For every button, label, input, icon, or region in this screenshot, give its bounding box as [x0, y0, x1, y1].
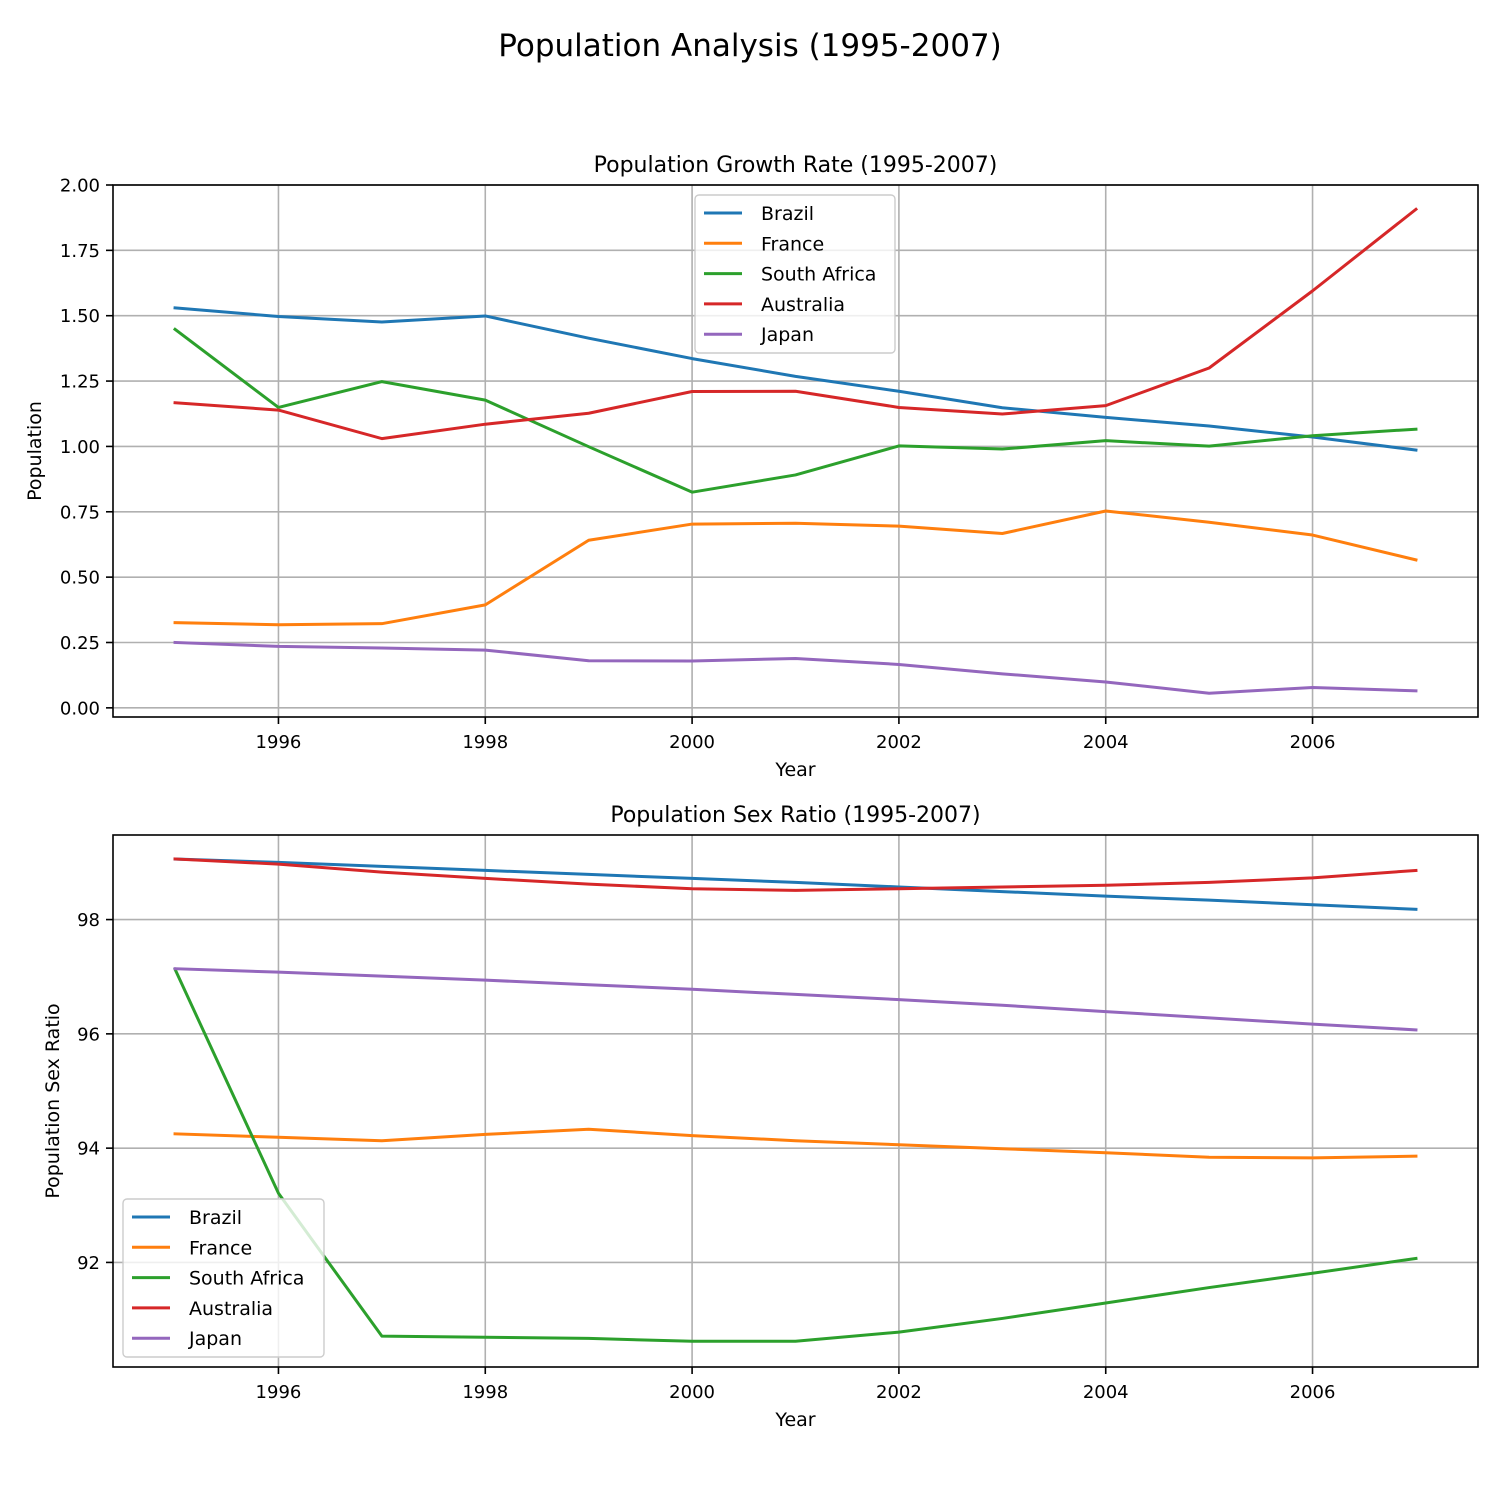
legend-label: France — [761, 233, 824, 255]
x-tick-label: 1998 — [462, 732, 508, 753]
legend-label: Australia — [761, 294, 845, 316]
x-tick-label: 2006 — [1290, 1382, 1336, 1403]
figure-title: Population Analysis (1995-2007) — [498, 28, 1001, 64]
legend-label: South Africa — [189, 1268, 304, 1290]
legend: Brazil France South Africa Australia Japan — [694, 194, 896, 354]
series-line-japan — [173, 967, 1418, 1032]
chart-title: Population Sex Ratio (1995-2007) — [610, 803, 980, 828]
axes-frame — [112, 184, 1479, 718]
y-tick-label: 0.75 — [60, 502, 100, 523]
sex-ratio-chart: 1996 1998 2000 2002 2004 2006 92 94 96 98 Populati… — [42, 803, 1479, 1431]
legend-label: Australia — [189, 1298, 273, 1320]
y-tick-label: 1.25 — [60, 372, 100, 393]
x-tick-label: 2000 — [669, 1382, 715, 1403]
series-line-brazil — [173, 306, 1418, 452]
y-tick-label: 92 — [77, 1253, 100, 1274]
x-tick-label: 2002 — [876, 1382, 922, 1403]
legend: Brazil France South Africa Australia Japan — [122, 1198, 325, 1358]
y-tick-label: 96 — [77, 1024, 100, 1045]
y-tick-label: 0.50 — [60, 568, 100, 589]
series-line-south-africa — [173, 967, 1418, 1343]
chart-title: Population Growth Rate (1995-2007) — [594, 153, 998, 178]
series-line-brazil — [173, 857, 1418, 911]
series-line-france — [173, 1127, 1418, 1160]
x-tick-label: 2004 — [1083, 1382, 1129, 1403]
legend-box — [122, 1198, 325, 1358]
legend-label: Japan — [760, 324, 814, 346]
x-tick-label: 2006 — [1290, 732, 1336, 753]
y-tick-label: 98 — [77, 910, 100, 931]
y-tick-label: 1.50 — [60, 306, 100, 327]
series-line-france — [173, 509, 1418, 627]
legend-label: South Africa — [761, 264, 876, 286]
axes-frame — [112, 834, 1479, 1368]
x-tick-label: 2004 — [1083, 732, 1129, 753]
y-tick-label: 1.00 — [60, 437, 100, 458]
series-line-south-africa — [172, 327, 1418, 494]
x-tick-label: 2002 — [876, 732, 922, 753]
series-line-australia — [173, 857, 1418, 892]
y-tick-label: 2.00 — [60, 176, 100, 197]
growth-rate-chart: 1996 1998 2000 2002 2004 2006 0.00 0.25 0.50 0.75… — [24, 153, 1479, 781]
legend-box — [694, 194, 896, 354]
x-tick-label: 1996 — [256, 1382, 302, 1403]
x-axis-label: Year — [774, 1409, 815, 1431]
y-tick-label: 1.75 — [60, 241, 100, 262]
y-tick-label: 94 — [77, 1139, 100, 1160]
x-tick-label: 1998 — [462, 1382, 508, 1403]
y-tick-label: 0.00 — [60, 698, 100, 719]
legend-label: Brazil — [189, 1207, 242, 1229]
x-axis-label: Year — [774, 759, 815, 781]
y-axis-label: Population Sex Ratio — [42, 1003, 64, 1198]
y-axis-label: Population — [24, 401, 46, 501]
series-line-australia — [173, 207, 1419, 441]
x-tick-label: 2000 — [669, 732, 715, 753]
x-tick-label: 1996 — [256, 732, 302, 753]
series-line-japan — [173, 640, 1418, 695]
legend-label: Brazil — [761, 203, 814, 225]
legend-label: France — [189, 1237, 252, 1259]
legend-label: Japan — [188, 1328, 242, 1350]
gridlines — [113, 835, 1478, 1367]
y-tick-label: 0.25 — [60, 633, 100, 654]
